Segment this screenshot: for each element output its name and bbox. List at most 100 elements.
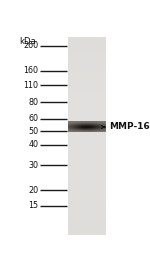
Bar <box>91 130 92 131</box>
Bar <box>105 131 106 132</box>
Bar <box>93 131 94 132</box>
Bar <box>98 124 99 125</box>
Bar <box>83 125 84 126</box>
Bar <box>68 67 106 69</box>
Bar <box>71 125 72 126</box>
Bar <box>93 129 94 130</box>
Bar <box>69 131 70 132</box>
Bar <box>83 131 84 132</box>
Bar <box>78 127 79 128</box>
Bar <box>83 126 84 127</box>
Bar <box>96 125 97 126</box>
Bar <box>69 122 70 123</box>
Bar <box>69 126 70 127</box>
Bar <box>79 126 80 127</box>
Bar <box>68 185 106 187</box>
Bar <box>69 127 70 128</box>
Bar <box>84 127 85 128</box>
Bar <box>86 124 87 125</box>
Bar <box>91 122 92 123</box>
Bar <box>69 124 70 125</box>
Bar <box>68 139 106 141</box>
Bar <box>68 57 106 59</box>
Bar <box>86 131 87 132</box>
Bar <box>83 128 84 129</box>
Bar <box>68 156 106 158</box>
Bar <box>74 122 75 123</box>
Bar <box>102 127 103 128</box>
Bar <box>97 131 98 132</box>
Bar <box>69 125 70 126</box>
Bar <box>71 124 72 125</box>
Bar <box>68 176 106 177</box>
Bar <box>68 103 106 105</box>
Bar <box>94 122 95 123</box>
Bar <box>77 130 78 131</box>
Bar <box>68 129 69 130</box>
Bar <box>73 130 74 131</box>
Bar <box>86 127 87 128</box>
Bar <box>93 123 94 124</box>
Bar <box>86 123 87 124</box>
Bar <box>98 126 99 127</box>
Bar <box>85 127 86 128</box>
Bar <box>77 127 78 128</box>
Bar <box>93 122 94 123</box>
Bar <box>75 131 76 132</box>
Bar <box>84 130 85 131</box>
Bar <box>81 128 82 129</box>
Bar <box>78 122 79 123</box>
Bar <box>81 125 82 126</box>
Bar <box>71 125 72 126</box>
Bar <box>81 126 82 127</box>
Bar <box>84 126 85 127</box>
Bar <box>101 127 102 128</box>
Bar <box>89 131 90 132</box>
Bar <box>92 126 93 127</box>
Bar <box>100 127 101 128</box>
Bar <box>68 162 106 164</box>
Bar <box>80 126 81 127</box>
Bar <box>74 127 75 128</box>
Bar <box>99 131 100 132</box>
Bar <box>71 131 72 132</box>
Bar <box>101 125 102 126</box>
Bar <box>68 49 106 51</box>
Bar <box>92 126 93 127</box>
Bar <box>69 122 70 123</box>
Bar <box>91 127 92 128</box>
Bar <box>83 128 84 129</box>
Bar <box>98 122 99 123</box>
Bar <box>102 129 103 130</box>
Bar <box>82 130 83 131</box>
Bar <box>68 60 106 62</box>
Bar <box>100 129 101 130</box>
Bar <box>90 128 91 129</box>
Bar <box>75 123 76 124</box>
Bar <box>104 130 105 131</box>
Bar <box>99 123 100 124</box>
Bar <box>76 123 77 124</box>
Bar <box>99 122 100 123</box>
Bar <box>80 131 81 132</box>
Bar <box>81 129 82 130</box>
Bar <box>98 127 99 128</box>
Bar <box>86 128 87 129</box>
Bar <box>68 54 106 56</box>
Bar <box>78 125 79 126</box>
Bar <box>93 127 94 128</box>
Bar <box>101 130 102 131</box>
Bar <box>103 122 104 123</box>
Bar <box>68 225 106 227</box>
Bar <box>73 128 74 129</box>
Bar <box>74 128 75 129</box>
Bar <box>105 130 106 131</box>
Bar <box>68 75 106 77</box>
Bar <box>84 128 85 129</box>
Bar <box>73 124 74 125</box>
Bar <box>97 127 98 128</box>
Bar <box>71 126 72 127</box>
Bar <box>105 124 106 125</box>
Bar <box>87 129 88 130</box>
Bar <box>80 128 81 129</box>
